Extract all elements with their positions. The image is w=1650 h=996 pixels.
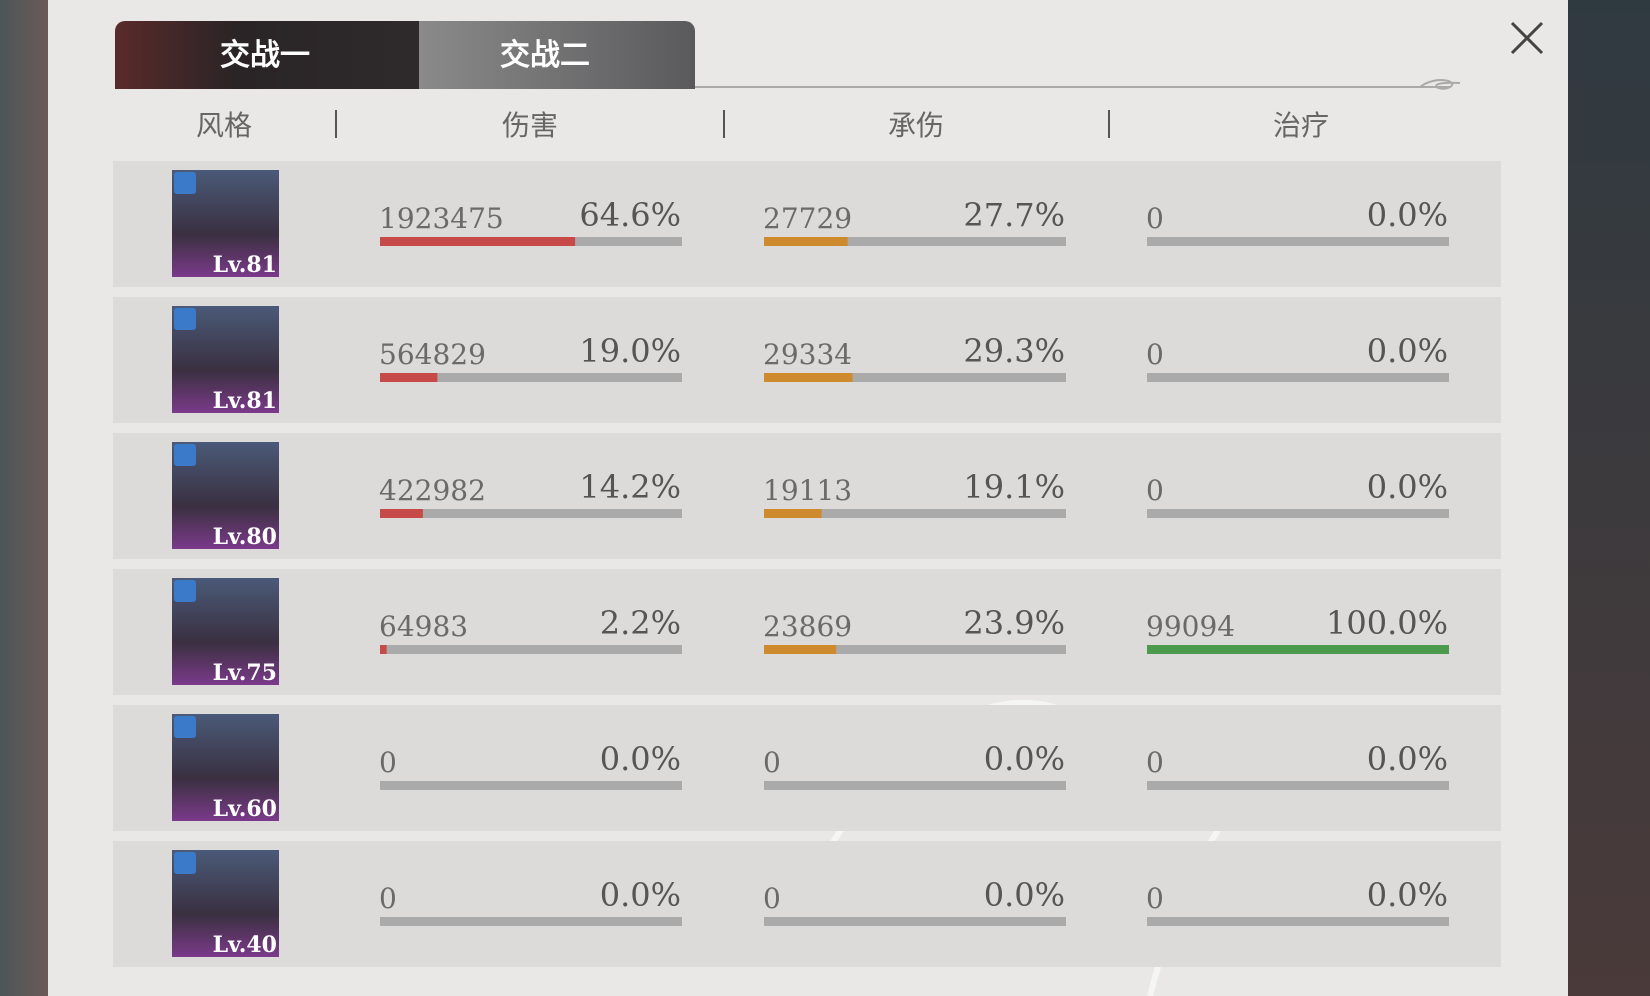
bar	[380, 645, 387, 654]
percent: 100.0%	[1326, 604, 1448, 642]
value: 1923475	[379, 202, 504, 235]
row-background	[113, 433, 1501, 559]
column-header: 承伤	[888, 109, 944, 142]
column-header: 伤害	[502, 109, 558, 142]
avatar-icon	[174, 308, 196, 330]
bar-track	[1147, 509, 1449, 518]
close-button[interactable]	[1510, 21, 1544, 55]
bar	[380, 237, 576, 246]
value: 64983	[379, 610, 468, 643]
percent: 19.0%	[579, 332, 681, 370]
level: Lv.60	[213, 796, 277, 822]
avatar-icon	[174, 716, 196, 738]
percent: 0.0%	[1367, 196, 1448, 234]
bar-track	[764, 373, 1066, 382]
bar-track	[1147, 917, 1449, 926]
avatar-icon	[174, 580, 196, 602]
avatar-icon	[174, 444, 196, 466]
row-background	[113, 705, 1501, 831]
stats-table: 风格 伤害 承伤 治疗 Lv.81 1923475 64.6% 27729 27.7% 0 0.0%…	[113, 109, 1501, 967]
bar-track	[764, 781, 1066, 790]
value: 0	[1146, 474, 1164, 507]
percent: 0.0%	[984, 740, 1065, 778]
value: 0	[1146, 338, 1164, 371]
percent: 14.2%	[579, 468, 681, 506]
bar	[1147, 645, 1449, 654]
value: 0	[1146, 882, 1164, 915]
row-background	[113, 569, 1501, 695]
bar-track	[1147, 237, 1449, 246]
bar-track	[764, 509, 1066, 518]
value: 99094	[1146, 610, 1235, 643]
row-background	[113, 297, 1501, 423]
bar-track	[380, 917, 682, 926]
value: 564829	[379, 338, 486, 371]
percent: 27.7%	[963, 196, 1065, 234]
percent: 0.0%	[1367, 468, 1448, 506]
level: Lv.40	[213, 932, 277, 958]
value: 0	[1146, 202, 1164, 235]
value: 0	[379, 746, 397, 779]
bar-track	[380, 645, 682, 654]
bar	[380, 373, 438, 382]
value: 0	[763, 882, 781, 915]
background-right	[1568, 0, 1650, 996]
column-header: 治疗	[1273, 109, 1329, 142]
bar	[380, 509, 423, 518]
row-background	[113, 161, 1501, 287]
percent: 0.0%	[1367, 740, 1448, 778]
percent: 64.6%	[579, 196, 681, 234]
row-background	[113, 841, 1501, 967]
level: Lv.81	[213, 252, 277, 278]
bar-track	[1147, 373, 1449, 382]
percent: 0.0%	[1367, 332, 1448, 370]
bar	[764, 237, 848, 246]
value: 0	[1146, 746, 1164, 779]
value: 19113	[763, 474, 852, 507]
value: 422982	[379, 474, 486, 507]
value: 23869	[763, 610, 852, 643]
percent: 0.0%	[1367, 876, 1448, 914]
avatar-icon	[174, 852, 196, 874]
tab-label[interactable]: 交战二	[500, 38, 590, 73]
bar-track	[764, 645, 1066, 654]
level: Lv.80	[213, 524, 277, 550]
bar-track	[764, 237, 1066, 246]
bar-track	[1147, 781, 1449, 790]
percent: 29.3%	[963, 332, 1065, 370]
column-header: 风格	[196, 109, 252, 142]
value: 29334	[763, 338, 852, 371]
tab-active[interactable]	[115, 21, 419, 89]
bar	[764, 645, 837, 654]
percent: 19.1%	[963, 468, 1065, 506]
percent: 0.0%	[984, 876, 1065, 914]
bar	[764, 509, 822, 518]
value: 27729	[763, 202, 852, 235]
tab-label[interactable]: 交战一	[220, 38, 310, 73]
bar-track	[380, 509, 682, 518]
background-left	[0, 0, 48, 996]
percent: 23.9%	[963, 604, 1065, 642]
bar-track	[764, 917, 1066, 926]
ornament	[1419, 79, 1461, 90]
tab[interactable]	[419, 21, 695, 89]
value: 0	[379, 882, 397, 915]
bar-track	[380, 781, 682, 790]
bar-track	[380, 373, 682, 382]
percent: 0.0%	[600, 740, 681, 778]
avatar-icon	[174, 172, 196, 194]
level: Lv.75	[213, 660, 277, 686]
percent: 0.0%	[600, 876, 681, 914]
bar	[764, 373, 853, 382]
value: 0	[763, 746, 781, 779]
level: Lv.81	[213, 388, 277, 414]
percent: 2.2%	[600, 604, 681, 642]
